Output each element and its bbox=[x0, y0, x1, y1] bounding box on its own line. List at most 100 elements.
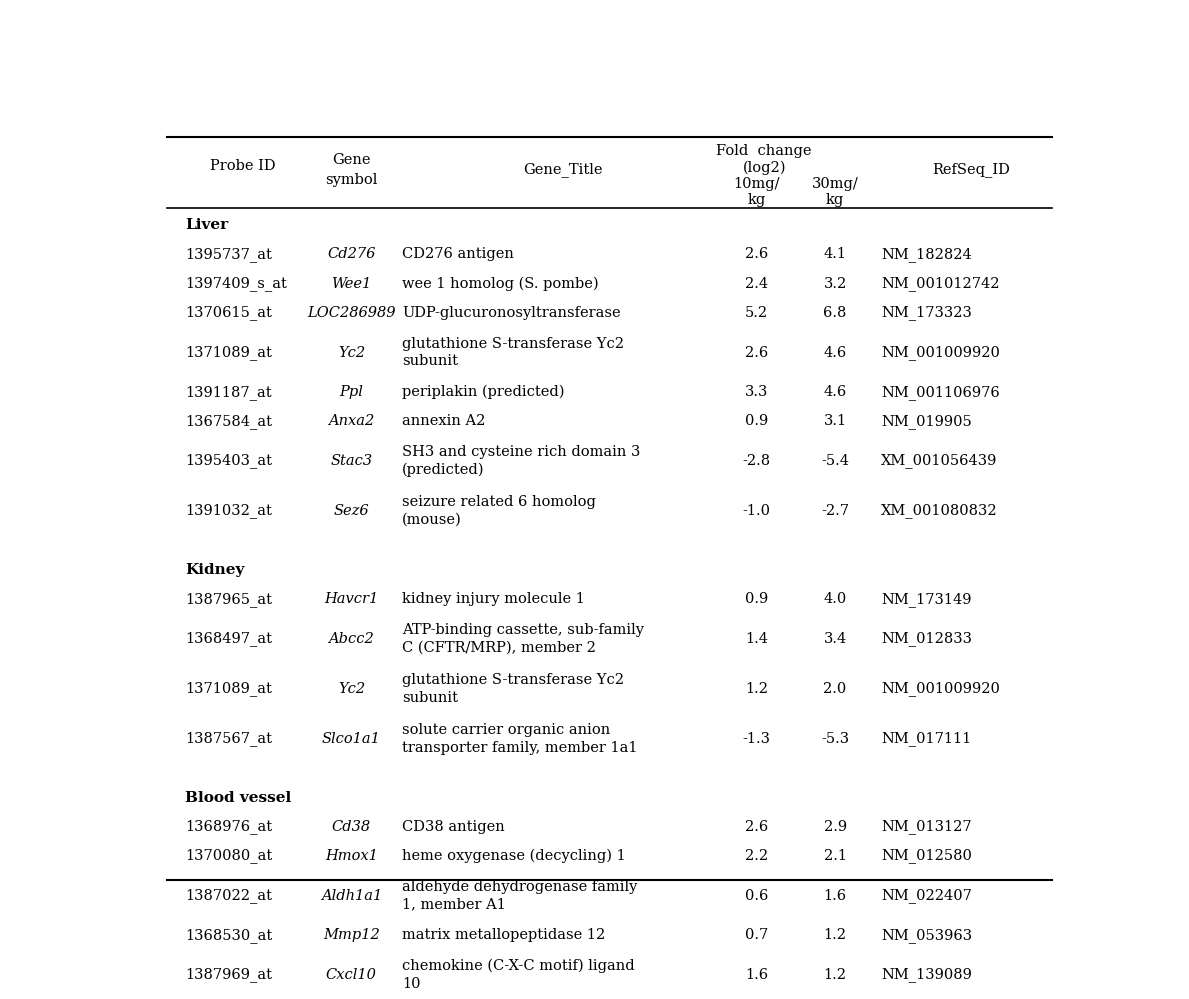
Text: Ppl: Ppl bbox=[339, 386, 364, 400]
Text: 1395403_at: 1395403_at bbox=[185, 454, 272, 469]
Text: 1368976_at: 1368976_at bbox=[185, 819, 272, 834]
Text: 2.9: 2.9 bbox=[824, 820, 847, 834]
Text: Cd276: Cd276 bbox=[327, 248, 376, 262]
Text: Cd38: Cd38 bbox=[332, 820, 371, 834]
Text: Anxa2: Anxa2 bbox=[328, 415, 375, 429]
Text: 0.9: 0.9 bbox=[746, 592, 768, 606]
Text: Havcr1: Havcr1 bbox=[325, 592, 378, 606]
Text: Mmp12: Mmp12 bbox=[323, 928, 379, 942]
Text: UDP-glucuronosyltransferase: UDP-glucuronosyltransferase bbox=[402, 306, 621, 320]
Text: 2.6: 2.6 bbox=[746, 346, 768, 360]
Text: Blood vessel: Blood vessel bbox=[185, 790, 291, 804]
Text: 1395737_at: 1395737_at bbox=[185, 247, 272, 262]
Text: Slco1a1: Slco1a1 bbox=[322, 731, 380, 745]
Text: 4.6: 4.6 bbox=[824, 386, 847, 400]
Text: matrix metallopeptidase 12: matrix metallopeptidase 12 bbox=[402, 928, 605, 942]
Text: (log2): (log2) bbox=[742, 161, 786, 175]
Text: kg: kg bbox=[826, 193, 844, 207]
Text: 1370615_at: 1370615_at bbox=[185, 306, 272, 321]
Text: Cxcl10: Cxcl10 bbox=[326, 968, 377, 982]
Text: Aldh1a1: Aldh1a1 bbox=[321, 889, 382, 903]
Text: CD38 antigen: CD38 antigen bbox=[402, 820, 505, 834]
Text: NM_053963: NM_053963 bbox=[881, 928, 973, 943]
Text: Yc2: Yc2 bbox=[338, 681, 365, 695]
Text: NM_139089: NM_139089 bbox=[881, 967, 973, 982]
Text: 3.3: 3.3 bbox=[746, 386, 768, 400]
Text: 0.6: 0.6 bbox=[746, 889, 768, 903]
Text: NM_013127: NM_013127 bbox=[881, 819, 971, 834]
Text: 2.6: 2.6 bbox=[746, 248, 768, 262]
Text: NM_001012742: NM_001012742 bbox=[881, 277, 1000, 291]
Text: Kidney: Kidney bbox=[185, 562, 245, 576]
Text: NM_012580: NM_012580 bbox=[881, 848, 973, 863]
Text: 1371089_at: 1371089_at bbox=[185, 681, 272, 696]
Text: 1387022_at: 1387022_at bbox=[185, 888, 272, 903]
Text: -2.8: -2.8 bbox=[743, 454, 770, 469]
Text: ATP-binding cassette, sub-family
C (CFTR/MRP), member 2: ATP-binding cassette, sub-family C (CFTR… bbox=[402, 622, 644, 654]
Text: Wee1: Wee1 bbox=[332, 277, 371, 291]
Text: 1387567_at: 1387567_at bbox=[185, 731, 272, 746]
Text: solute carrier organic anion
transporter family, member 1a1: solute carrier organic anion transporter… bbox=[402, 723, 637, 754]
Text: 1397409_s_at: 1397409_s_at bbox=[185, 277, 288, 291]
Text: CD276 antigen: CD276 antigen bbox=[402, 248, 514, 262]
Text: 1.2: 1.2 bbox=[746, 681, 768, 695]
Text: chemokine (C-X-C motif) ligand
10: chemokine (C-X-C motif) ligand 10 bbox=[402, 959, 635, 991]
Text: wee 1 homolog (S. pombe): wee 1 homolog (S. pombe) bbox=[402, 277, 598, 291]
Text: 1391187_at: 1391187_at bbox=[185, 385, 272, 400]
Text: annexin A2: annexin A2 bbox=[402, 415, 485, 429]
Text: NM_022407: NM_022407 bbox=[881, 888, 973, 903]
Text: 2.4: 2.4 bbox=[746, 277, 768, 291]
Text: -5.4: -5.4 bbox=[822, 454, 849, 469]
Text: 0.7: 0.7 bbox=[746, 928, 768, 942]
Text: NM_001009920: NM_001009920 bbox=[881, 345, 1000, 360]
Text: 1391032_at: 1391032_at bbox=[185, 503, 272, 518]
Text: -2.7: -2.7 bbox=[822, 504, 849, 518]
Text: 4.1: 4.1 bbox=[824, 248, 847, 262]
Text: 6.8: 6.8 bbox=[824, 306, 847, 320]
Text: 4.0: 4.0 bbox=[824, 592, 847, 606]
Text: 1368530_at: 1368530_at bbox=[185, 928, 272, 943]
Text: NM_173149: NM_173149 bbox=[881, 591, 971, 606]
Text: 0.9: 0.9 bbox=[746, 415, 768, 429]
Text: 1.6: 1.6 bbox=[746, 968, 768, 982]
Text: aldehyde dehydrogenase family
1, member A1: aldehyde dehydrogenase family 1, member … bbox=[402, 880, 637, 911]
Text: glutathione S-transferase Yc2
subunit: glutathione S-transferase Yc2 subunit bbox=[402, 672, 624, 704]
Text: NM_173323: NM_173323 bbox=[881, 306, 973, 321]
Text: 1387965_at: 1387965_at bbox=[185, 591, 272, 606]
Text: 1371089_at: 1371089_at bbox=[185, 345, 272, 360]
Text: 1.4: 1.4 bbox=[746, 631, 768, 645]
Text: 2.0: 2.0 bbox=[824, 681, 847, 695]
Text: 1.2: 1.2 bbox=[824, 928, 847, 942]
Text: Fold  change: Fold change bbox=[717, 144, 812, 158]
Text: 3.2: 3.2 bbox=[824, 277, 847, 291]
Text: -1.3: -1.3 bbox=[743, 731, 770, 745]
Text: 5.2: 5.2 bbox=[746, 306, 768, 320]
Text: 1.6: 1.6 bbox=[824, 889, 847, 903]
Text: Gene_Title: Gene_Title bbox=[523, 163, 603, 177]
Text: glutathione S-transferase Yc2
subunit: glutathione S-transferase Yc2 subunit bbox=[402, 337, 624, 369]
Text: Abcc2: Abcc2 bbox=[328, 631, 375, 645]
Text: 10mg/: 10mg/ bbox=[734, 177, 780, 191]
Text: NM_019905: NM_019905 bbox=[881, 414, 971, 429]
Text: 2.6: 2.6 bbox=[746, 820, 768, 834]
Text: heme oxygenase (decycling) 1: heme oxygenase (decycling) 1 bbox=[402, 849, 625, 863]
Text: NM_001009920: NM_001009920 bbox=[881, 681, 1000, 696]
Text: NM_012833: NM_012833 bbox=[881, 631, 973, 646]
Text: XM_001080832: XM_001080832 bbox=[881, 503, 998, 518]
Text: 1368497_at: 1368497_at bbox=[185, 631, 272, 646]
Text: NM_001106976: NM_001106976 bbox=[881, 385, 1000, 400]
Text: SH3 and cysteine rich domain 3
(predicted): SH3 and cysteine rich domain 3 (predicte… bbox=[402, 445, 641, 478]
Text: Sez6: Sez6 bbox=[334, 504, 369, 518]
Text: 2.1: 2.1 bbox=[824, 849, 847, 863]
Text: Liver: Liver bbox=[185, 218, 228, 232]
Text: 1.2: 1.2 bbox=[824, 968, 847, 982]
Text: symbol: symbol bbox=[325, 173, 378, 187]
Text: NM_182824: NM_182824 bbox=[881, 247, 971, 262]
Text: 3.4: 3.4 bbox=[824, 631, 847, 645]
Text: Stac3: Stac3 bbox=[331, 454, 372, 469]
Text: 1370080_at: 1370080_at bbox=[185, 848, 272, 863]
Text: kg: kg bbox=[748, 193, 766, 207]
Text: -5.3: -5.3 bbox=[822, 731, 849, 745]
Text: NM_017111: NM_017111 bbox=[881, 731, 971, 746]
Text: RefSeq_ID: RefSeq_ID bbox=[932, 163, 1009, 177]
